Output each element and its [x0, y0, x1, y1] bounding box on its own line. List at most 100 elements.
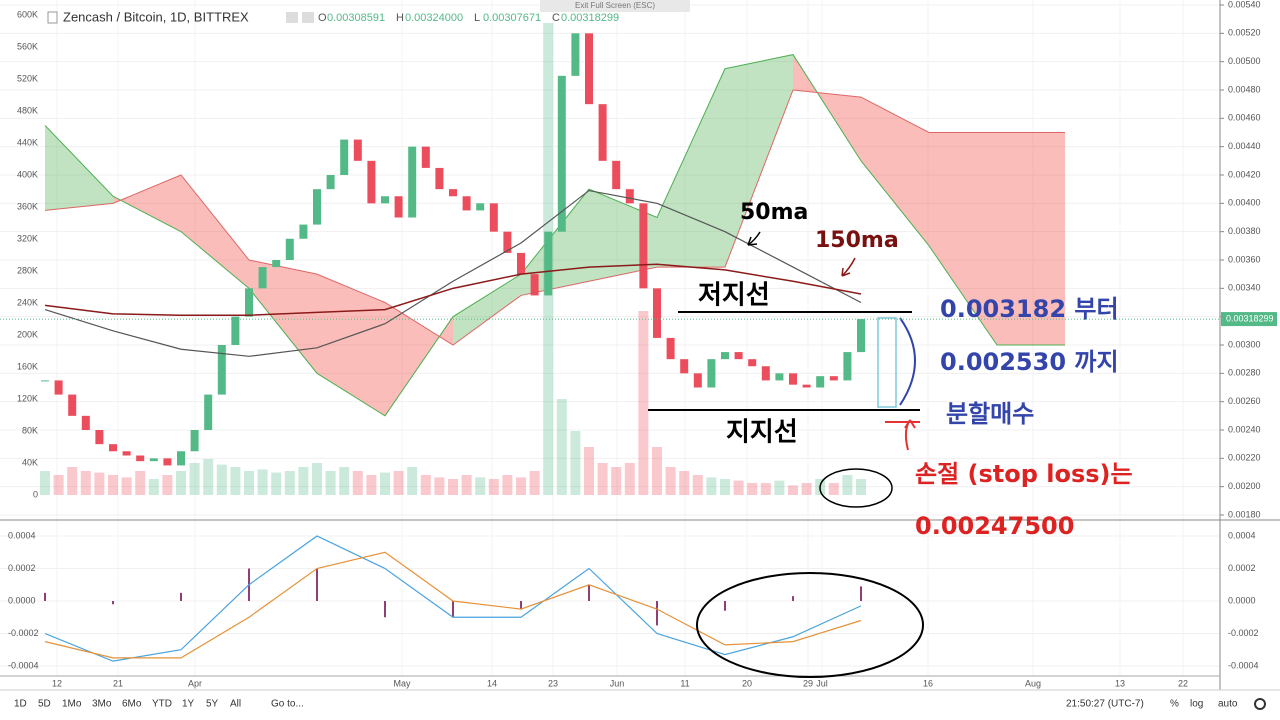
- candle-body: [449, 189, 457, 197]
- settings-gear[interactable]: [1254, 698, 1266, 710]
- histogram-bar: [656, 601, 658, 626]
- scale-option[interactable]: auto: [1218, 699, 1238, 710]
- buy-zone: [877, 317, 897, 408]
- tooltip: Exit Full Screen (ESC): [575, 1, 655, 10]
- candle-body: [503, 231, 512, 253]
- candle-body: [81, 415, 90, 430]
- candle-body: [761, 366, 770, 381]
- volume-tick-label: 0: [33, 489, 38, 499]
- x-tick-label: 23: [548, 678, 558, 688]
- range-button[interactable]: 1D: [14, 699, 27, 710]
- y-tick-label: 0.00280: [1228, 368, 1261, 378]
- ohlc-value: 0.00307671: [483, 12, 541, 24]
- range-button[interactable]: 6Mo: [122, 699, 142, 710]
- scale-option[interactable]: %: [1170, 699, 1179, 710]
- histogram-bar: [588, 584, 590, 601]
- y-tick-label: 0.00400: [1228, 198, 1261, 208]
- x-tick-label: Apr: [188, 678, 202, 688]
- volume-bar: [638, 311, 649, 495]
- range-button[interactable]: 3Mo: [92, 699, 112, 710]
- volume-tick-label: 80K: [22, 425, 38, 435]
- last-price-box: [1221, 312, 1277, 327]
- compare-icon[interactable]: [302, 12, 314, 23]
- settings-icon[interactable]: [286, 12, 298, 23]
- volume-bar: [434, 477, 445, 495]
- histogram-bar: [520, 601, 522, 610]
- volume-tick-label: 280K: [17, 265, 38, 275]
- range-button[interactable]: 5D: [38, 699, 51, 710]
- annotation: 분할매수: [946, 400, 1034, 428]
- volume-bar: [760, 483, 771, 495]
- x-tick-label: May: [393, 678, 411, 688]
- y2-tick-label: 0.0000: [1228, 595, 1256, 605]
- candle-body: [802, 384, 811, 388]
- candle-body: [707, 359, 716, 388]
- range-button[interactable]: 1Y: [182, 699, 195, 710]
- volume-bar: [420, 475, 431, 495]
- volume-bar: [176, 471, 186, 495]
- y2-tick-label-left: -0.0002: [8, 628, 39, 638]
- goto-button[interactable]: Go to...: [271, 699, 304, 710]
- candle-body: [272, 260, 281, 268]
- candle-body: [394, 196, 403, 218]
- volume-bar: [244, 471, 254, 495]
- candle-body: [340, 139, 349, 175]
- candle-body: [258, 267, 267, 289]
- y-tick-label: 0.00440: [1228, 141, 1261, 151]
- symbol-title: Zencash / Bitcoin, 1D, BITTREX: [63, 9, 249, 24]
- volume-bar: [774, 480, 785, 495]
- volume-bar: [448, 479, 458, 495]
- candle-body: [653, 288, 661, 338]
- volume-ellipse: [819, 468, 893, 508]
- x-tick-label: 14: [487, 678, 497, 688]
- volume-bar: [298, 467, 309, 495]
- range-button[interactable]: YTD: [152, 699, 172, 710]
- candle-body: [408, 146, 417, 218]
- range-button[interactable]: 1Mo: [62, 699, 82, 710]
- candle-body: [177, 451, 185, 466]
- candle-body: [557, 75, 566, 232]
- cloud-segment: [45, 125, 113, 211]
- annotation: 0.002530 까지: [940, 348, 1119, 376]
- ohlc-value: 0.00308591: [327, 12, 385, 24]
- volume-bar: [597, 463, 608, 495]
- candle-body: [517, 252, 525, 275]
- ohlc-label: H: [396, 12, 404, 24]
- candle-body: [95, 430, 104, 445]
- range-button[interactable]: 5Y: [206, 699, 219, 710]
- volume-bar: [108, 475, 118, 495]
- annotation: 150ma: [815, 228, 899, 253]
- candle-body: [367, 160, 376, 204]
- candle-body: [435, 167, 444, 190]
- y2-tick-label-left: 0.0002: [8, 563, 36, 573]
- x-tick-label: 29: [803, 678, 813, 688]
- volume-bar: [692, 475, 703, 495]
- cloud-segment: [657, 68, 725, 268]
- scale-option[interactable]: log: [1190, 699, 1203, 710]
- x-tick-label: 16: [923, 678, 933, 688]
- tooltip-box: [540, 0, 690, 12]
- candle-body: [285, 238, 294, 260]
- histogram-bar: [724, 601, 726, 611]
- candle-body: [829, 376, 838, 381]
- candle-body: [122, 451, 131, 456]
- signal-line: [44, 551, 862, 659]
- volume-bar: [556, 399, 567, 495]
- annotation: 손절 (stop loss)는: [915, 460, 1133, 488]
- stop-arrow: [885, 419, 920, 451]
- range-button[interactable]: All: [230, 699, 241, 710]
- volume-tick-label: 520K: [17, 73, 38, 83]
- y-tick-label: 0.00520: [1228, 28, 1261, 38]
- volume-tick-label: 200K: [17, 329, 38, 339]
- candle-body: [489, 203, 498, 232]
- volume-tick-label: 40K: [22, 457, 38, 467]
- volume-bar: [842, 475, 853, 495]
- ma150-line: [44, 263, 862, 316]
- x-tick-label: Jul: [816, 678, 828, 688]
- annotation: 0.003182 부터: [940, 295, 1119, 323]
- volume-bar: [148, 479, 159, 495]
- candle-body: [612, 160, 621, 190]
- ohlc-label: O: [318, 12, 327, 24]
- x-tick-label: 12: [52, 678, 62, 688]
